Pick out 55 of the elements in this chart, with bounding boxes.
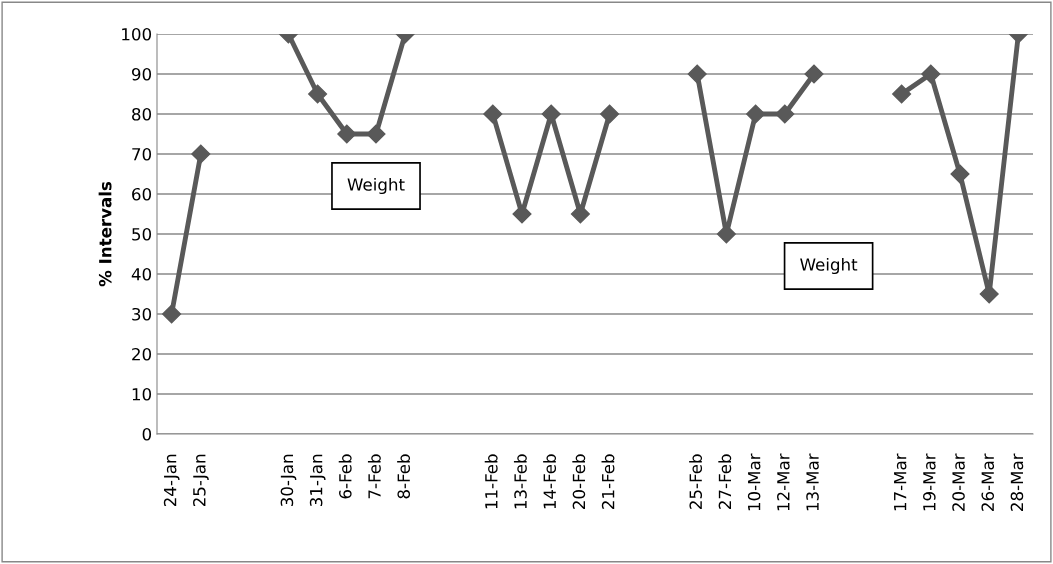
point xyxy=(979,284,999,304)
y-tick-label: 100 xyxy=(122,27,152,41)
point xyxy=(600,104,620,124)
x-tick-label: 8-Feb xyxy=(397,454,411,499)
y-tick-label: 50 xyxy=(132,227,152,241)
point xyxy=(570,204,590,224)
x-tick-label: 6-Feb xyxy=(338,454,352,499)
x-tick-label: 14-Feb xyxy=(543,454,557,509)
x-tick-label: 13-Feb xyxy=(513,454,527,509)
annotation: Weight xyxy=(800,257,858,275)
x-tick-label: 27-Feb xyxy=(718,454,732,509)
y-tick-label: 0 xyxy=(142,427,152,441)
point xyxy=(512,204,532,224)
y-tick-label: 70 xyxy=(132,147,152,161)
point xyxy=(804,64,824,84)
y-tick-label: 60 xyxy=(132,187,152,201)
y-tick-label: 30 xyxy=(132,307,152,321)
point xyxy=(366,124,386,144)
x-tick-label: 20-Mar xyxy=(952,453,965,511)
point xyxy=(746,104,766,124)
x-tick-label: 10-Mar xyxy=(747,453,761,511)
x-tick-label: 24-Jan xyxy=(163,454,180,507)
y-tick-label: 10 xyxy=(132,387,152,401)
x-tick-label: 11-Feb xyxy=(484,454,498,509)
x-tick-label: 28-Mar xyxy=(1010,453,1024,511)
point xyxy=(687,64,707,84)
y-tick-label: 90 xyxy=(131,67,152,81)
point xyxy=(483,104,503,124)
point xyxy=(541,104,561,124)
x-tick-label: 17-Mar xyxy=(894,453,907,511)
point xyxy=(716,224,736,244)
point xyxy=(308,84,328,104)
y-axis-title: % Intervals xyxy=(98,181,112,287)
x-tick-label: 25-Jan xyxy=(193,454,209,507)
point xyxy=(191,144,211,164)
x-tick-label: 31-Jan xyxy=(309,454,326,507)
point xyxy=(950,164,970,184)
point xyxy=(337,124,357,144)
y-tick-label: 20 xyxy=(132,347,152,361)
point xyxy=(921,64,941,84)
x-tick-label: 21-Feb xyxy=(601,454,615,509)
x-tick-label: 19-Mar xyxy=(923,453,936,511)
annotation: Weight xyxy=(347,177,405,195)
point xyxy=(775,104,795,124)
x-tick-label: 26-Mar xyxy=(981,453,995,511)
y-tick-label: 40 xyxy=(131,267,152,281)
x-tick-label: 7-Feb xyxy=(367,454,381,499)
x-tick-label: 30-Jan xyxy=(280,454,297,507)
point xyxy=(892,84,912,104)
x-tick-label: 12-Mar xyxy=(777,453,790,511)
x-tick-label: 13-Mar xyxy=(806,453,819,511)
point xyxy=(162,304,182,324)
y-tick-label: 80 xyxy=(132,107,152,121)
x-tick-label: 25-Feb xyxy=(689,454,703,509)
x-tick-label: 20-Feb xyxy=(572,454,586,509)
